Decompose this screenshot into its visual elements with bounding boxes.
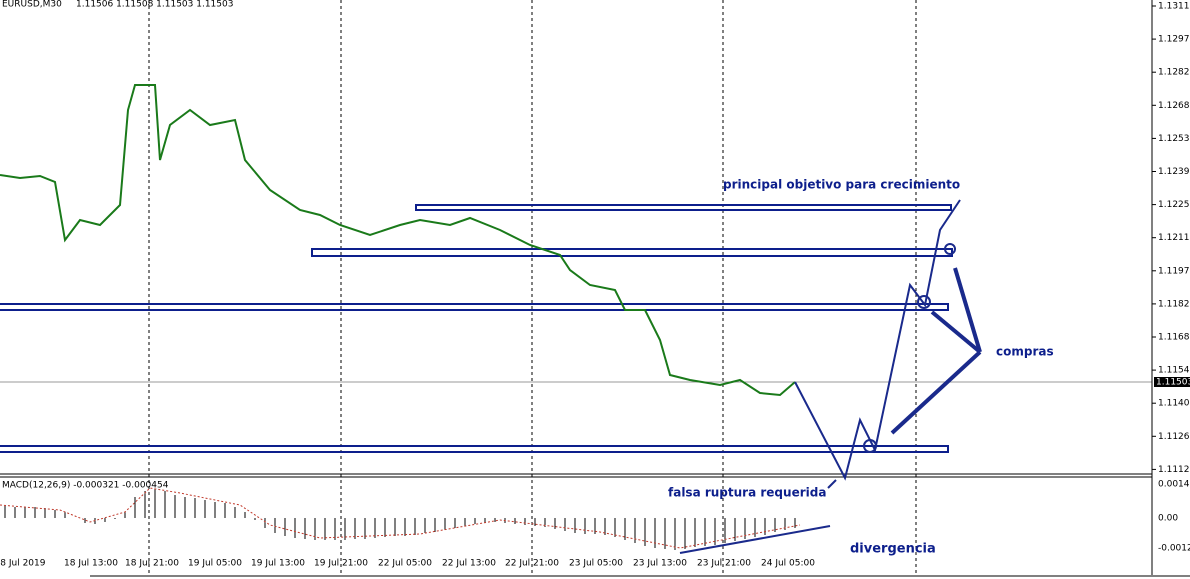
annotation: divergencia [850,542,936,557]
annotation: compras [996,345,1054,359]
zone [0,445,949,453]
time-label: 19 Jul 05:00 [188,559,242,569]
macd-axis-label: 0.00 [1158,514,1178,524]
zone [415,204,952,211]
time-label: 22 Jul 05:00 [378,559,432,569]
price-label: 1.12395 [1158,167,1190,177]
projection [679,199,982,554]
price-badge [1154,377,1190,387]
time-label: 23 Jul 21:00 [697,559,751,569]
annotation: principal objetivo para crecimiento [723,178,960,192]
zone [0,303,949,311]
time-label: 23 Jul 05:00 [569,559,623,569]
price-label: 1.12255 [1158,200,1190,210]
time-label: 19 Jul 21:00 [314,559,368,569]
macd-signal [0,487,801,549]
price-label: 1.12680 [1158,101,1190,111]
macd-histogram [4,489,796,550]
time-label: 18 Jul 21:00 [125,559,179,569]
time-label: 18 Jul 13:00 [64,559,118,569]
price-label: 1.11405 [1158,399,1190,409]
macd-label: MACD(12,26,9) -0.000321 -0.000454 [2,481,169,491]
price-label: 1.13110 [1158,2,1190,12]
time-label: 22 Jul 13:00 [442,559,496,569]
price-label: 1.11260 [1158,432,1190,442]
time-label: 24 Jul 05:00 [761,559,815,569]
time-label: 18 Jul 2019 [0,559,46,569]
price-label: 1.11545 [1158,366,1190,376]
price-path [0,84,796,397]
macd-axis-label: 0.00146 [1158,480,1190,490]
time-label: 23 Jul 13:00 [633,559,687,569]
time-label: 19 Jul 13:00 [251,559,305,569]
price-label: 1.12825 [1158,68,1190,78]
zone [311,248,953,257]
annotation: falsa ruptura requerida [668,486,826,500]
price-label: 1.12115 [1158,233,1190,243]
price-label: 1.11685 [1158,333,1190,343]
time-label: 22 Jul 21:00 [505,559,559,569]
price-label: 1.12535 [1158,134,1190,144]
price-label: 1.11970 [1158,266,1190,276]
ohlc: 1.11506 1.11508 1.11503 1.11503 [76,0,233,10]
price-label: 1.12970 [1158,35,1190,45]
current-price: 1.11503 [1156,378,1190,388]
symbol: EURUSD,M30 [2,0,62,10]
price-label: 1.11825 [1158,299,1190,309]
